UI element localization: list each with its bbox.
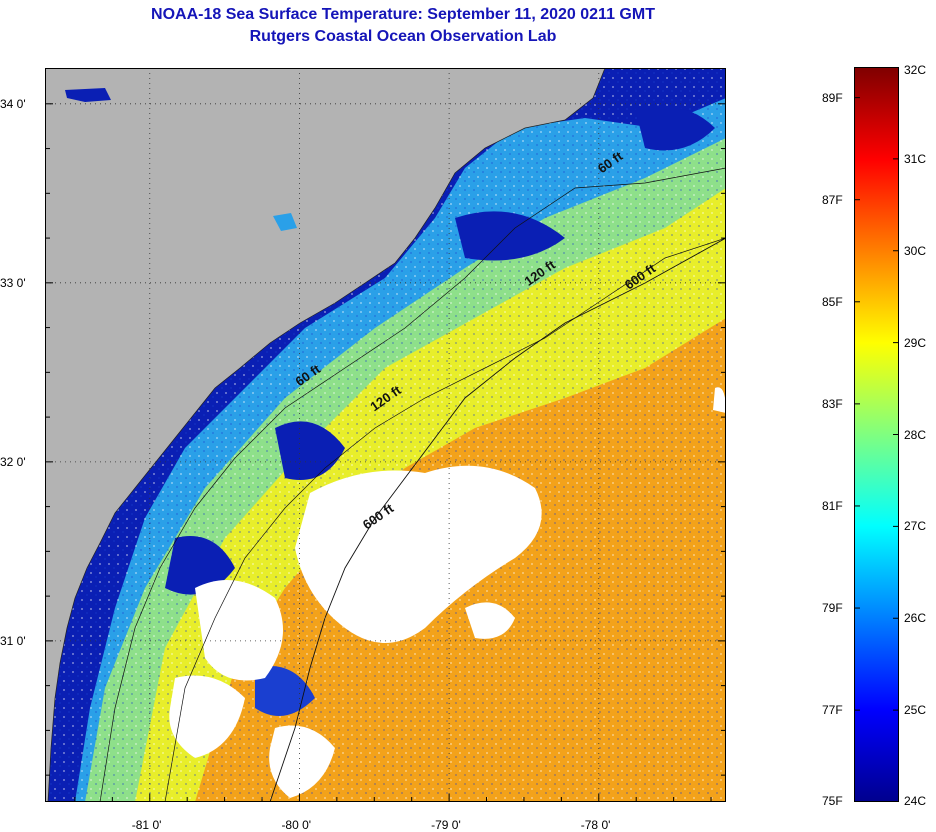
colorbar-fahrenheit-label: 85F [822, 294, 843, 309]
lon-tick-label: -80 0' [281, 818, 312, 832]
isobath-120ft [164, 237, 726, 802]
lon-tick-label: -79 0' [431, 818, 461, 832]
colorbar-celsius-label: 24C [904, 794, 927, 808]
land-mass [45, 68, 605, 802]
cold-eddy-patch [635, 105, 715, 151]
lat-tick-label: 34 0' [0, 96, 26, 111]
colorbar-celsius-label: 31C [904, 151, 927, 166]
cold-eddy-patch [455, 211, 565, 261]
colorbar-celsius-label: 30C [904, 243, 927, 258]
lon-tick-label: -81 0' [131, 818, 162, 832]
lat-tick-label: 32 0' [0, 454, 26, 469]
cloud-cover [195, 580, 283, 681]
colorbar-fahrenheit-label: 75F [822, 794, 843, 808]
colorbar-fahrenheit-label: 79F [822, 601, 843, 616]
colorbar-fahrenheit-label: 87F [822, 192, 843, 207]
colorbar-celsius-label: 29C [904, 335, 927, 350]
cloud-cover [269, 725, 335, 798]
colorbar-fahrenheit-label: 77F [822, 703, 843, 718]
lon-tick-label: -78 0' [580, 818, 611, 832]
colorbar-celsius-label: 28C [904, 427, 927, 442]
cold-eddy-patch [255, 666, 315, 716]
colorbar-gradient [854, 67, 899, 802]
cloud-cover [169, 675, 245, 758]
colorbar-fahrenheit-label: 81F [822, 498, 843, 513]
isobath-60ft [99, 167, 726, 802]
map-subtitle: Rutgers Coastal Ocean Observation Lab [249, 28, 557, 45]
map-title: NOAA-18 Sea Surface Temperature: Septemb… [151, 6, 655, 23]
colorbar-celsius-label: 26C [904, 611, 927, 626]
cold-eddy-patch [275, 421, 345, 480]
colorbar-celsius-label: 25C [904, 703, 927, 718]
lake-feature [273, 213, 297, 231]
coastline [47, 68, 606, 802]
colorbar-celsius-label: 27C [904, 519, 927, 534]
lat-tick-label: 31 0' [0, 633, 26, 648]
colorbar-fahrenheit-label: 83F [822, 396, 843, 411]
cloud-cover [465, 602, 515, 639]
cloud-cover [295, 465, 542, 643]
colorbar-fahrenheit-label: 89F [822, 90, 843, 105]
lat-tick-label: 33 0' [0, 275, 26, 290]
sst-map[interactable]: 60 ft 120 ft 600 ft 60 ft 120 ft 600 ft [45, 68, 726, 802]
cold-eddy-patch [165, 536, 235, 595]
colorbar-celsius-label: 32C [904, 63, 927, 77]
cloud-cover [713, 387, 726, 413]
isobath-600ft [269, 237, 726, 802]
lake-feature [65, 88, 111, 102]
